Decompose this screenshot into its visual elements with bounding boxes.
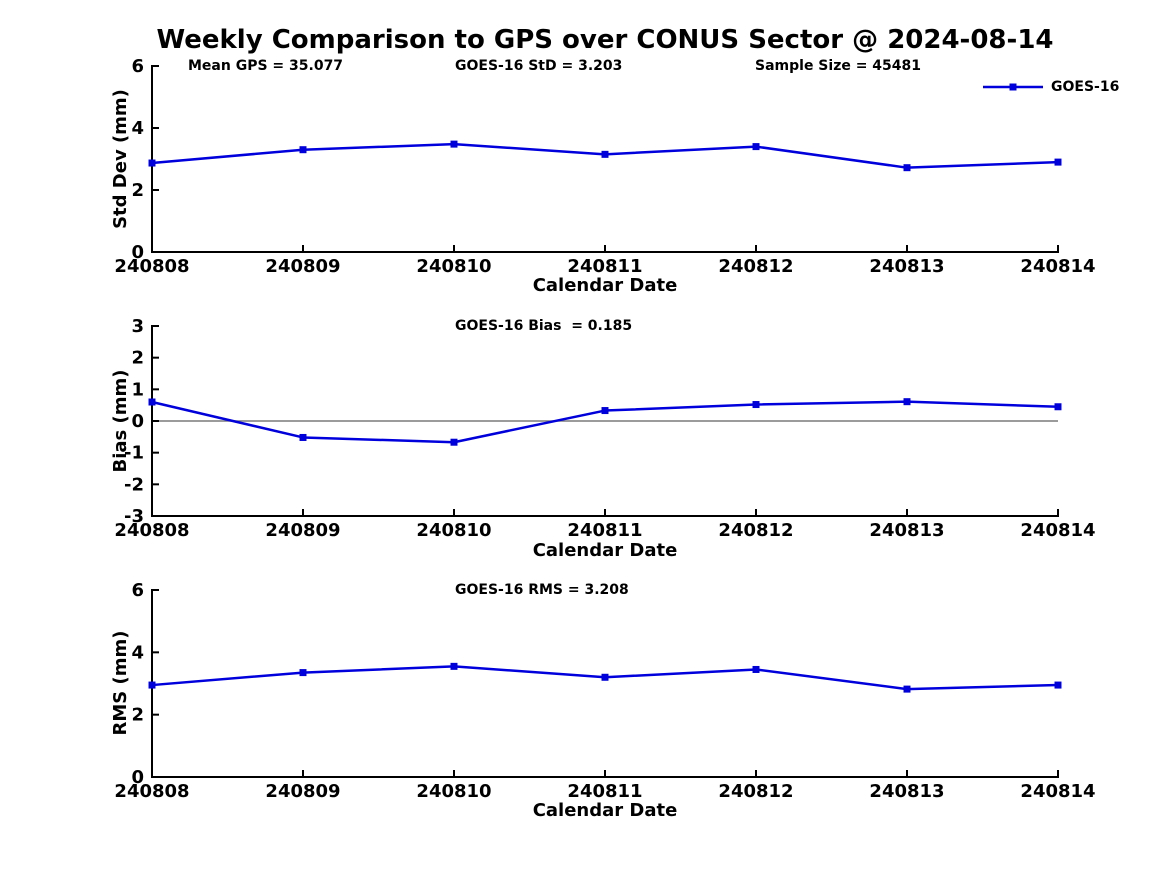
y-tick-label: 2 xyxy=(131,180,144,201)
x-tick-label: 240811 xyxy=(567,256,642,277)
bias-plot-area: -3 -2 -1 0 1 2 3 240808 240809 240810 240811 240812… xyxy=(114,316,1095,541)
xlabel-bias: Calendar Date xyxy=(532,540,678,561)
x-tick-label: 240808 xyxy=(114,520,189,541)
legend-line-sample xyxy=(983,83,1043,91)
y-tick-label: 6 xyxy=(131,56,144,77)
data-point-marker xyxy=(1054,681,1062,689)
x-tick-label: 240809 xyxy=(265,256,340,277)
x-tick-label: 240810 xyxy=(416,520,491,541)
x-tick-label: 240809 xyxy=(265,520,340,541)
legend-label: GOES-16 xyxy=(1051,79,1120,95)
y-tick-label: -3 xyxy=(124,506,144,527)
data-point-marker xyxy=(903,398,911,406)
x-tick-label: 240812 xyxy=(718,256,793,277)
figure-title: Weekly Comparison to GPS over CONUS Sect… xyxy=(156,25,1054,55)
y-tick-label: 0 xyxy=(131,242,144,263)
data-point-marker xyxy=(148,398,156,406)
y-tick-label: -2 xyxy=(124,474,144,495)
data-point-marker xyxy=(752,143,760,151)
x-tick-label: 240811 xyxy=(567,520,642,541)
annotation-goes16-bias: GOES-16 Bias = 0.185 xyxy=(455,318,633,334)
xlabel-std-dev: Calendar Date xyxy=(532,275,678,296)
data-point-marker xyxy=(1054,158,1062,166)
data-point-marker xyxy=(450,438,458,446)
y-tick-label: 2 xyxy=(131,348,144,369)
data-point-marker xyxy=(752,401,760,409)
ylabel-std-dev: Std Dev (mm) xyxy=(110,89,131,229)
x-tick-label: 240808 xyxy=(114,256,189,277)
y-tick-label: 0 xyxy=(131,767,144,788)
legend: GOES-16 xyxy=(981,77,1119,97)
x-tick-label: 240810 xyxy=(416,256,491,277)
std-dev-plot-area: 0 2 4 6 240808 240809 240810 240811 240812 240813… xyxy=(114,56,1095,277)
data-point-marker xyxy=(148,681,156,689)
annotation-mean-gps: Mean GPS = 35.077 xyxy=(188,58,344,74)
data-point-marker xyxy=(601,673,609,681)
annotation-goes16-rms: GOES-16 RMS = 3.208 xyxy=(455,582,629,598)
y-tick-label: 3 xyxy=(131,316,144,337)
x-tick-label: 240811 xyxy=(567,781,642,802)
x-tick-label: 240814 xyxy=(1020,781,1095,802)
x-tick-label: 240810 xyxy=(416,781,491,802)
y-tick-label: 2 xyxy=(131,705,144,726)
data-point-marker xyxy=(299,146,307,154)
x-tick-label: 240813 xyxy=(869,520,944,541)
data-point-marker xyxy=(299,433,307,441)
x-tick-label: 240814 xyxy=(1020,520,1095,541)
data-point-marker xyxy=(148,159,156,167)
y-tick-label: 4 xyxy=(131,642,144,663)
annotation-sample-size: Sample Size = 45481 xyxy=(755,58,922,74)
data-point-marker xyxy=(601,150,609,158)
data-point-marker xyxy=(903,685,911,693)
data-point-marker xyxy=(299,669,307,677)
y-tick-label: 6 xyxy=(131,580,144,601)
y-tick-label: 4 xyxy=(131,118,144,139)
x-tick-label: 240813 xyxy=(869,256,944,277)
data-point-marker xyxy=(1054,403,1062,411)
rms-plot-area: 0 2 4 6 240808 240809 240810 240811 240812 240813… xyxy=(114,580,1095,802)
x-tick-label: 240813 xyxy=(869,781,944,802)
ylabel-rms: RMS (mm) xyxy=(110,630,131,736)
x-tick-label: 240812 xyxy=(718,781,793,802)
x-tick-label: 240814 xyxy=(1020,256,1095,277)
x-tick-label: 240808 xyxy=(114,781,189,802)
data-point-marker xyxy=(601,407,609,415)
data-point-marker xyxy=(752,665,760,673)
y-tick-label: 1 xyxy=(131,379,144,400)
data-point-marker xyxy=(450,662,458,670)
legend-marker-icon xyxy=(1009,83,1017,91)
xlabel-rms: Calendar Date xyxy=(532,800,678,821)
x-tick-label: 240809 xyxy=(265,781,340,802)
x-tick-label: 240812 xyxy=(718,520,793,541)
y-tick-label: 0 xyxy=(131,411,144,432)
y-tick-label: -1 xyxy=(124,443,144,464)
data-point-marker xyxy=(450,140,458,148)
annotation-goes16-std: GOES-16 StD = 3.203 xyxy=(455,58,623,74)
data-point-marker xyxy=(903,164,911,172)
